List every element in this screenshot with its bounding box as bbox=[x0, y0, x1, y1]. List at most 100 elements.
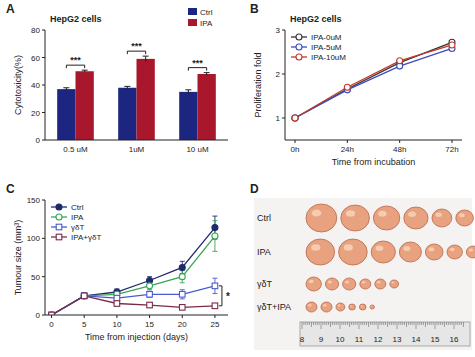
legend-label: IPA-10uM bbox=[311, 53, 346, 62]
ruler-tick bbox=[408, 322, 409, 325]
ruler-tick bbox=[370, 322, 371, 325]
significance: * bbox=[226, 291, 230, 302]
ruler-tick bbox=[438, 322, 439, 325]
marker bbox=[81, 293, 87, 299]
row-label: γδT bbox=[257, 279, 273, 289]
ruler-number: 11 bbox=[355, 335, 364, 344]
y-axis-line bbox=[45, 200, 46, 315]
tumour bbox=[306, 302, 317, 312]
tumour bbox=[466, 246, 475, 258]
tumour-highlight bbox=[328, 280, 332, 283]
ruler-tick bbox=[454, 322, 455, 329]
marker bbox=[344, 84, 350, 90]
x-tick-label: 10 uM bbox=[186, 145, 209, 154]
panel-label: A bbox=[6, 2, 15, 16]
error-bar bbox=[124, 86, 130, 89]
ruler-tick bbox=[435, 322, 436, 329]
error-bar bbox=[180, 290, 185, 299]
marker bbox=[292, 115, 298, 121]
photo-background bbox=[254, 198, 472, 350]
ruler-number: 10 bbox=[336, 335, 345, 344]
ruler-tick bbox=[334, 322, 335, 325]
ruler-tick bbox=[305, 322, 306, 325]
y-tick-label: 2 bbox=[276, 70, 281, 79]
ruler-tick bbox=[421, 322, 422, 325]
panel-label: B bbox=[250, 2, 259, 16]
legend-marker bbox=[56, 234, 62, 240]
tumour bbox=[390, 280, 399, 288]
ruler-tick bbox=[315, 322, 316, 325]
y-tick bbox=[42, 315, 45, 316]
ruler-tick bbox=[425, 322, 426, 327]
y-axis-line bbox=[285, 30, 286, 140]
error-bar bbox=[212, 278, 217, 293]
ruler-tick bbox=[393, 322, 394, 325]
x-tick bbox=[116, 315, 117, 318]
x-tick-label: 0h bbox=[291, 145, 300, 154]
y-tick-label: 0 bbox=[36, 136, 41, 145]
ruler-tick bbox=[366, 322, 367, 325]
marker bbox=[114, 295, 120, 301]
ruler-tick bbox=[374, 322, 375, 325]
marker bbox=[147, 292, 153, 298]
series-line bbox=[52, 296, 215, 315]
x-tick bbox=[84, 315, 85, 318]
marker bbox=[292, 115, 298, 121]
tumour-highlight bbox=[311, 244, 320, 251]
ruler-tick bbox=[450, 322, 451, 325]
ruler-tick bbox=[397, 322, 398, 329]
y-tick-label: 100 bbox=[27, 234, 41, 243]
marker bbox=[212, 225, 218, 231]
tumour-highlight bbox=[323, 304, 327, 307]
x-tick-label: 0.5 uM bbox=[63, 145, 88, 154]
ruler-tick bbox=[429, 322, 430, 325]
y-tick bbox=[42, 57, 45, 58]
ruler-tick bbox=[317, 322, 318, 325]
y-tick bbox=[42, 276, 45, 277]
ruler-tick bbox=[345, 322, 346, 325]
plot-area bbox=[57, 56, 216, 140]
ruler-tick bbox=[326, 322, 327, 325]
x-tick bbox=[149, 315, 150, 318]
ruler-tick bbox=[303, 322, 304, 325]
tumour bbox=[341, 205, 370, 231]
x-tick bbox=[51, 315, 52, 318]
y-tick bbox=[42, 200, 45, 201]
ruler-tick bbox=[398, 322, 399, 325]
ruler-tick bbox=[381, 322, 382, 325]
ruler-tick bbox=[431, 322, 432, 325]
ruler-tick bbox=[433, 322, 434, 325]
ruler-tick bbox=[336, 322, 337, 325]
legend-label: IPA bbox=[71, 213, 84, 222]
ruler-tick bbox=[353, 322, 354, 325]
ruler-tick bbox=[313, 322, 314, 325]
ruler-tick bbox=[427, 322, 428, 325]
ruler-number: 9 bbox=[319, 335, 324, 344]
x-tick bbox=[452, 140, 453, 143]
ruler-tick bbox=[343, 322, 344, 325]
y-tick-label: 1 bbox=[276, 114, 281, 123]
ruler-tick bbox=[302, 322, 303, 329]
error-bar bbox=[63, 88, 69, 91]
marker bbox=[212, 303, 218, 309]
tumour-highlight bbox=[403, 246, 410, 251]
tumour-highlight bbox=[378, 211, 386, 217]
tumour-highlight bbox=[450, 248, 455, 252]
ruler-tick bbox=[444, 322, 445, 327]
y-tick bbox=[282, 30, 285, 31]
panel-label: C bbox=[6, 182, 15, 196]
significance: *** bbox=[70, 55, 81, 65]
series-line bbox=[295, 45, 452, 118]
tumour bbox=[306, 239, 335, 265]
y-tick-label: 0 bbox=[36, 311, 41, 320]
error-bar bbox=[143, 56, 149, 62]
tumour-highlight bbox=[408, 211, 416, 217]
tumour-highlight bbox=[312, 210, 322, 217]
tumour bbox=[325, 278, 338, 290]
series-line bbox=[52, 228, 215, 315]
x-tick-label: 10 bbox=[112, 320, 121, 329]
tumour-highlight bbox=[377, 281, 381, 284]
y-tick-label: 40 bbox=[31, 81, 40, 90]
x-tick bbox=[347, 140, 348, 143]
ruler-tick bbox=[376, 322, 377, 325]
